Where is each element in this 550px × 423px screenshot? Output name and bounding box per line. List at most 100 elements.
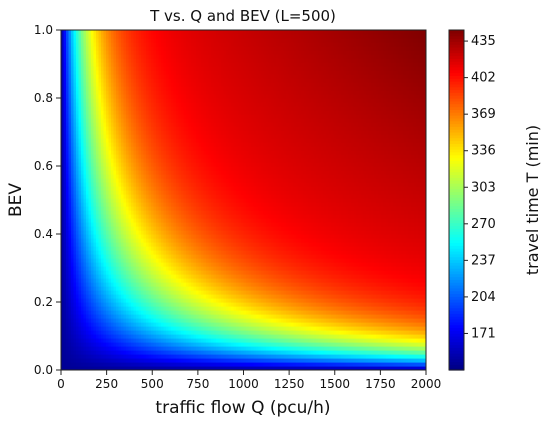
heatmap-cell [98,138,102,143]
heatmap-cell [188,50,192,55]
heatmap-cell [78,282,82,287]
heatmap-cell [126,326,130,331]
heatmap-cell [86,90,90,95]
heatmap-cell [186,230,190,235]
heatmap-cell [68,110,72,115]
heatmap-cell [143,58,147,63]
heatmap-cell [106,130,110,135]
heatmap-cell [106,170,110,175]
heatmap-cell [118,86,122,91]
heatmap-cell [91,206,95,211]
heatmap-cell [131,210,135,215]
heatmap-cell [136,130,140,135]
heatmap-cell [148,86,152,91]
heatmap-cell [138,122,142,127]
heatmap-cell [121,250,125,255]
heatmap-cell [126,74,130,79]
heatmap-cell [148,134,152,139]
heatmap-cell [201,186,205,191]
heatmap-cell [78,82,82,87]
heatmap-cell [136,286,140,291]
heatmap-cell [186,318,190,323]
heatmap-cell [141,198,145,203]
heatmap-cell [191,278,195,283]
heatmap-cell [203,334,207,339]
heatmap-cell [83,78,87,83]
heatmap-cell [166,318,170,323]
heatmap-cell [183,206,187,211]
heatmap-cell [143,146,147,151]
heatmap-cell [133,74,137,79]
heatmap-cell [126,106,130,111]
heatmap-cell [121,38,125,43]
heatmap-cell [171,154,175,159]
heatmap-cell [83,50,87,55]
heatmap-cell [88,34,92,39]
heatmap-cell [103,334,107,339]
heatmap-cell [133,30,137,35]
heatmap-cell [61,230,65,235]
heatmap-cell [141,346,145,351]
heatmap-cell [106,238,110,243]
heatmap-cell [163,278,167,283]
heatmap-cell [171,166,175,171]
heatmap-cell [88,318,92,323]
heatmap-cell [191,162,195,167]
heatmap-cell [158,42,162,47]
heatmap-cell [143,82,147,87]
heatmap-cell [198,118,202,123]
heatmap-cell [101,354,105,359]
heatmap-cell [201,142,205,147]
heatmap-cell [68,98,72,103]
heatmap-cell [61,366,65,370]
heatmap-cell [168,330,172,335]
heatmap-cell [151,62,155,67]
heatmap-cell [156,214,160,219]
heatmap-cell [121,90,125,95]
heatmap-cell [78,230,82,235]
heatmap-cell [106,74,110,79]
heatmap-cell [193,202,197,207]
heatmap-cell [178,158,182,163]
heatmap-cell [108,198,112,203]
heatmap-cell [68,338,72,343]
heatmap-cell [113,222,117,227]
heatmap-cell [128,54,132,59]
heatmap-cell [121,142,125,147]
heatmap-cell [198,346,202,351]
heatmap-cell [193,350,197,355]
heatmap-cell [91,274,95,279]
heatmap-cell [186,286,190,291]
heatmap-cell [173,326,177,331]
heatmap-cell [138,366,142,370]
heatmap-cell [61,338,65,343]
heatmap-cell [98,290,102,295]
heatmap-cell [116,154,120,159]
heatmap-cell [111,90,115,95]
heatmap-cell [108,46,112,51]
heatmap-cell [166,326,170,331]
heatmap-cell [81,282,85,287]
heatmap-cell [81,174,85,179]
heatmap-cell [153,98,157,103]
heatmap-cell [161,302,165,307]
heatmap-cell [78,242,82,247]
heatmap-cell [93,230,97,235]
heatmap-cell [78,86,82,91]
heatmap-cell [83,138,87,143]
heatmap-cell [138,38,142,43]
heatmap-cell [83,34,87,39]
heatmap-cell [113,174,117,179]
heatmap-cell [138,226,142,231]
heatmap-cell [106,86,110,91]
heatmap-cell [191,266,195,271]
heatmap-cell [186,246,190,251]
heatmap-cell [161,298,165,303]
heatmap-cell [131,362,135,367]
heatmap-cell [193,138,197,143]
heatmap-cell [153,186,157,191]
heatmap-cell [126,146,130,151]
heatmap-cell [118,154,122,159]
heatmap-cell [116,202,120,207]
heatmap-cell [71,186,75,191]
